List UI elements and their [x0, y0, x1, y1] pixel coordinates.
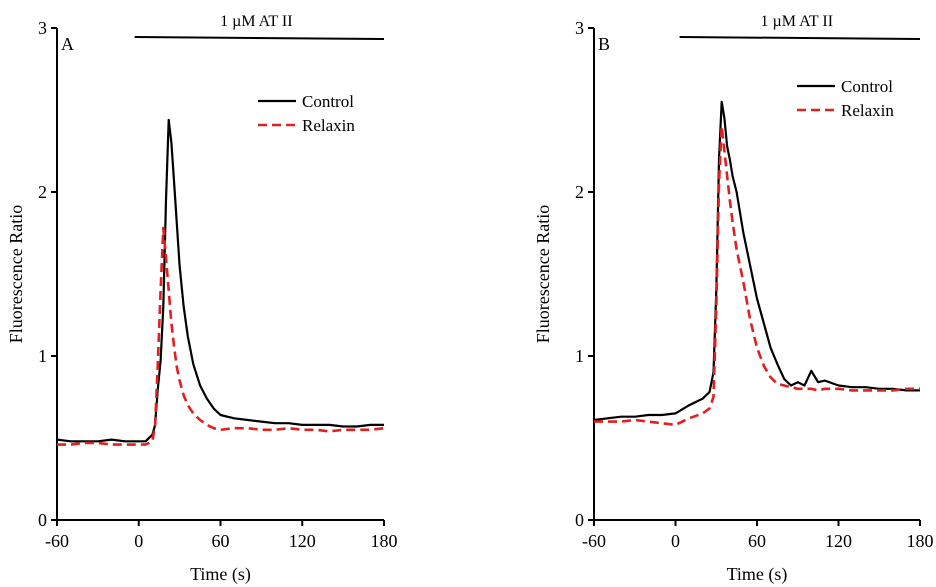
x-tick-label: -60: [45, 531, 69, 551]
legend-label-control: Control: [841, 77, 893, 96]
treatment-label: 1 µM AT II: [761, 13, 833, 30]
legend: Control Relaxin: [797, 77, 894, 120]
x-tick-label: 60: [748, 531, 766, 551]
x-tick-label: -60: [582, 531, 606, 551]
treatment-label: 1 µM AT II: [220, 13, 292, 30]
treatment-bar: [134, 36, 385, 40]
series-line-relaxin: [594, 125, 920, 427]
panel-label: B: [598, 34, 610, 54]
y-axis-title: Fluorescence Ratio: [6, 205, 26, 343]
y-tick-label: 2: [575, 182, 584, 202]
x-tick-label: 180: [371, 531, 398, 551]
legend-label-control: Control: [302, 92, 354, 111]
treatment-bar: [679, 36, 921, 40]
y-tick-label: 3: [38, 18, 47, 38]
x-tick-label: 180: [907, 531, 934, 551]
series-line-relaxin: [57, 226, 385, 446]
x-tick-label: 60: [212, 531, 230, 551]
y-tick-label: 0: [575, 510, 584, 530]
x-tick-label: 0: [134, 531, 143, 551]
panel-label: A: [61, 34, 74, 54]
x-axis-title: Time (s): [727, 564, 788, 585]
x-tick-label: 120: [825, 531, 852, 551]
legend-label-relaxin: Relaxin: [841, 101, 894, 120]
series-line-control: [593, 100, 920, 422]
y-tick-label: 1: [575, 346, 584, 366]
y-tick-label: 1: [38, 346, 47, 366]
y-tick-label: 3: [575, 18, 584, 38]
x-axis-title: Time (s): [190, 564, 251, 585]
x-tick-label: 0: [671, 531, 680, 551]
legend: Control Relaxin: [258, 92, 355, 135]
y-tick-label: 0: [38, 510, 47, 530]
series-line-control: [56, 118, 384, 443]
legend-label-relaxin: Relaxin: [302, 116, 355, 135]
y-axis-title: Fluorescence Ratio: [533, 205, 553, 343]
x-tick-label: 120: [289, 531, 316, 551]
y-tick-label: 2: [38, 182, 47, 202]
